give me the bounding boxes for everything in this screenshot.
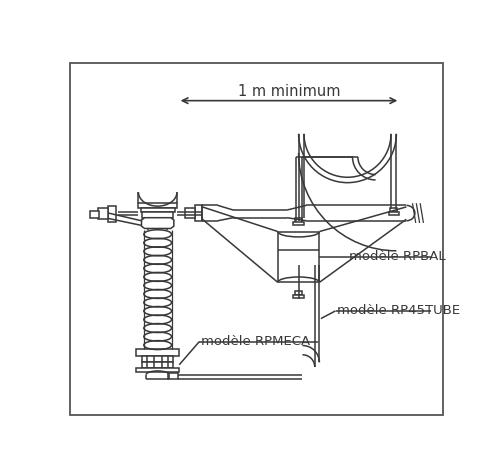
Bar	[293, 295, 304, 298]
Text: modèle RPBAL: modèle RPBAL	[348, 251, 446, 263]
Bar	[295, 219, 302, 223]
Bar	[136, 350, 179, 356]
Bar	[388, 211, 398, 215]
Bar	[186, 208, 194, 219]
Bar	[390, 208, 397, 212]
Bar	[295, 291, 302, 296]
Bar	[142, 356, 173, 362]
Bar	[168, 373, 177, 379]
Bar	[136, 368, 179, 372]
Bar	[142, 211, 173, 218]
Polygon shape	[142, 218, 174, 228]
Bar	[293, 222, 304, 226]
Bar	[138, 203, 177, 208]
Bar	[142, 362, 173, 368]
Bar	[141, 208, 174, 211]
Bar	[108, 206, 116, 221]
Bar	[98, 209, 108, 219]
Bar	[90, 211, 99, 219]
Text: modèle RPMECA: modèle RPMECA	[201, 335, 310, 348]
Text: 1 m minimum: 1 m minimum	[238, 84, 340, 99]
Bar	[194, 205, 202, 221]
Text: modèle RP45TUBE: modèle RP45TUBE	[337, 304, 460, 317]
